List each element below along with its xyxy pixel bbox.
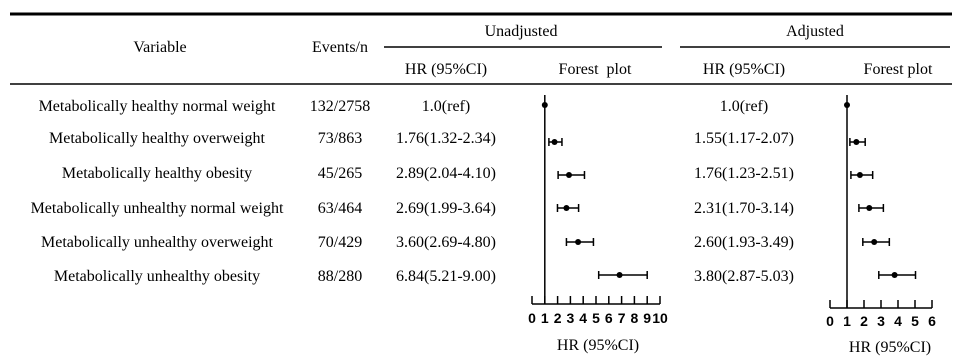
- x-tick-label: 3: [877, 313, 885, 329]
- row-hr-unadjusted: 3.60(2.69-4.80): [396, 234, 496, 251]
- row-hr-adjusted: 2.31(1.70-3.14): [694, 200, 794, 217]
- x-tick-label: 6: [605, 310, 613, 326]
- row-events: 73/863: [318, 130, 362, 147]
- forest-plot-adjusted: 0 1 2 3 4 5 6 HR (95%CI): [826, 95, 936, 356]
- x-tick-label: 5: [592, 310, 600, 326]
- header-forest-adjusted: Forest plot: [864, 61, 933, 78]
- row-variable: Metabolically healthy obesity: [62, 165, 252, 182]
- row-hr-unadjusted: 2.69(1.99-3.64): [396, 200, 496, 217]
- x-axis-title: HR (95%CI): [849, 339, 931, 356]
- header-forest-unadjusted: Forest plot: [559, 61, 632, 78]
- row-hr-unadjusted: 1.76(1.32-2.34): [396, 130, 496, 147]
- hr-point: [563, 205, 570, 211]
- hr-point: [853, 139, 860, 145]
- x-tick-label: 3: [567, 310, 575, 326]
- x-tick-label: 5: [911, 313, 919, 329]
- x-tick-label: 10: [652, 310, 668, 326]
- row-events: 45/265: [318, 165, 362, 182]
- x-tick-label: 0: [826, 313, 834, 329]
- row-variable: Metabolically unhealthy obesity: [54, 268, 260, 285]
- row-variable: Metabolically healthy normal weight: [39, 98, 276, 115]
- hr-point: [551, 139, 558, 145]
- hr-point: [575, 239, 582, 245]
- hr-point: [866, 205, 873, 211]
- x-tick-label: 7: [618, 310, 626, 326]
- x-tick-label: 0: [528, 310, 536, 326]
- row-events: 88/280: [318, 268, 362, 285]
- header-hr-unadjusted: HR (95%CI): [405, 61, 487, 78]
- x-tick-label: 4: [579, 310, 587, 326]
- hr-point: [541, 102, 548, 108]
- row-variable: Metabolically unhealthy normal weight: [31, 200, 284, 217]
- row-group: Metabolically healthy normal weight 132/…: [31, 98, 794, 285]
- hr-point: [844, 102, 850, 108]
- header-hr-adjusted: HR (95%CI): [703, 61, 785, 78]
- row-hr-adjusted: 2.60(1.93-3.49): [694, 234, 794, 251]
- row-events: 63/464: [318, 200, 362, 217]
- hr-point: [871, 239, 878, 245]
- x-tick-label: 1: [843, 313, 851, 329]
- hr-point: [891, 272, 898, 278]
- header-events: Events/n: [312, 39, 368, 56]
- header-adjusted: Adjusted: [786, 23, 844, 40]
- row-events: 70/429: [318, 234, 362, 251]
- x-tick-label: 2: [554, 310, 562, 326]
- row-hr-unadjusted: 1.0(ref): [422, 98, 470, 115]
- hr-point: [856, 172, 863, 178]
- x-tick-label: 8: [631, 310, 639, 326]
- row-hr-adjusted: 1.0(ref): [720, 98, 768, 115]
- forest-plot-unadjusted: 0 1 2 3 4 5 6 7 8 9 10 HR (95%CI): [528, 95, 668, 354]
- x-tick-label: 2: [860, 313, 868, 329]
- hr-point: [616, 272, 623, 278]
- row-hr-adjusted: 1.55(1.17-2.07): [694, 130, 794, 147]
- x-tick-label: 4: [894, 313, 902, 329]
- x-tick-label: 9: [643, 310, 651, 326]
- row-variable: Metabolically healthy overweight: [49, 130, 265, 147]
- row-hr-unadjusted: 2.89(2.04-4.10): [396, 165, 496, 182]
- x-tick-label: 1: [541, 310, 549, 326]
- header-variable: Variable: [133, 39, 186, 56]
- header-unadjusted: Unadjusted: [485, 23, 558, 40]
- hr-point: [565, 172, 572, 178]
- x-tick-label: 6: [928, 313, 936, 329]
- row-hr-unadjusted: 6.84(5.21-9.00): [396, 268, 496, 285]
- row-hr-adjusted: 3.80(2.87-5.03): [694, 268, 794, 285]
- x-axis-title: HR (95%CI): [557, 337, 639, 354]
- row-variable: Metabolically unhealthy overweight: [41, 234, 273, 251]
- row-hr-adjusted: 1.76(1.23-2.51): [694, 165, 794, 182]
- row-events: 132/2758: [310, 98, 370, 115]
